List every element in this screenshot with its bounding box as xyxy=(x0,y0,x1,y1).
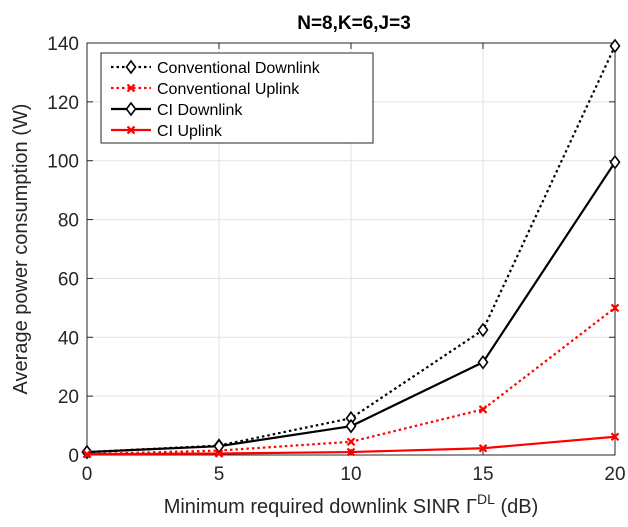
y-tick-label: 140 xyxy=(47,34,79,55)
data-point-stroke xyxy=(610,303,620,313)
x-tick-label: 5 xyxy=(214,464,225,485)
chart-title: N=8,K=6,J=3 xyxy=(297,13,411,34)
y-tick-label: 40 xyxy=(58,328,79,349)
x-tick-label: 10 xyxy=(340,464,361,485)
legend-marker xyxy=(125,101,137,117)
legend-marker-stroke xyxy=(126,125,136,135)
y-tick-label: 80 xyxy=(58,211,79,232)
data-point-stroke xyxy=(478,405,488,414)
x-axis-title-main: Minimum required downlink SINR Γ xyxy=(164,496,477,518)
data-point-stroke xyxy=(610,432,620,442)
data-point xyxy=(345,418,357,434)
y-axis-title: Average power consumption (W) xyxy=(10,104,32,395)
data-point-stroke xyxy=(346,447,356,457)
y-tick-label: 60 xyxy=(58,269,79,290)
data-point-stroke xyxy=(82,449,92,459)
data-point xyxy=(82,449,92,459)
data-point-stroke xyxy=(478,443,488,453)
series-layer xyxy=(81,38,621,460)
x-axis-title-superscript: DL xyxy=(477,491,495,507)
series-2 xyxy=(81,154,621,460)
data-point xyxy=(610,303,620,313)
x-axis-title: Minimum required downlink SINR ΓDL (dB) xyxy=(164,491,539,518)
legend-marker-stroke xyxy=(126,83,136,93)
data-point xyxy=(477,354,489,370)
legend-item: Conventional Uplink xyxy=(111,81,300,98)
legend-label: CI Uplink xyxy=(157,123,223,140)
y-tick-label: 120 xyxy=(47,93,79,114)
data-point-stroke xyxy=(346,437,356,447)
x-tick-label: 0 xyxy=(82,464,93,485)
legend-item: CI Uplink xyxy=(111,123,223,140)
data-point xyxy=(214,449,224,458)
x-tick-label: 15 xyxy=(472,464,493,485)
legend-label: CI Downlink xyxy=(157,102,243,119)
data-point xyxy=(609,38,621,54)
data-point xyxy=(477,322,489,338)
series-3 xyxy=(82,432,620,459)
y-tick-label: 20 xyxy=(58,387,79,408)
legend: Conventional Downlink Conventional Uplink… xyxy=(100,52,374,144)
legend-item: Conventional Downlink xyxy=(111,59,321,77)
legend-item: CI Downlink xyxy=(111,101,243,119)
legend-marker xyxy=(125,59,137,75)
data-point xyxy=(609,154,621,170)
y-tick-label: 0 xyxy=(68,446,79,467)
axis-ticks: 0 5 10 15 20 0 20 40 60 80 100 120 140 xyxy=(47,34,625,485)
legend-marker xyxy=(126,125,136,135)
y-tick-label: 100 xyxy=(47,152,79,173)
data-point xyxy=(610,432,620,442)
legend-marker xyxy=(126,83,136,93)
data-point xyxy=(346,447,356,457)
legend-label: Conventional Uplink xyxy=(157,81,300,98)
data-point-stroke xyxy=(214,449,224,458)
data-point xyxy=(346,437,356,447)
x-axis-title-suffix: (dB) xyxy=(495,496,538,518)
data-point xyxy=(478,443,488,453)
x-tick-label: 20 xyxy=(604,464,625,485)
legend-label: Conventional Downlink xyxy=(157,60,321,77)
data-point xyxy=(478,405,488,414)
